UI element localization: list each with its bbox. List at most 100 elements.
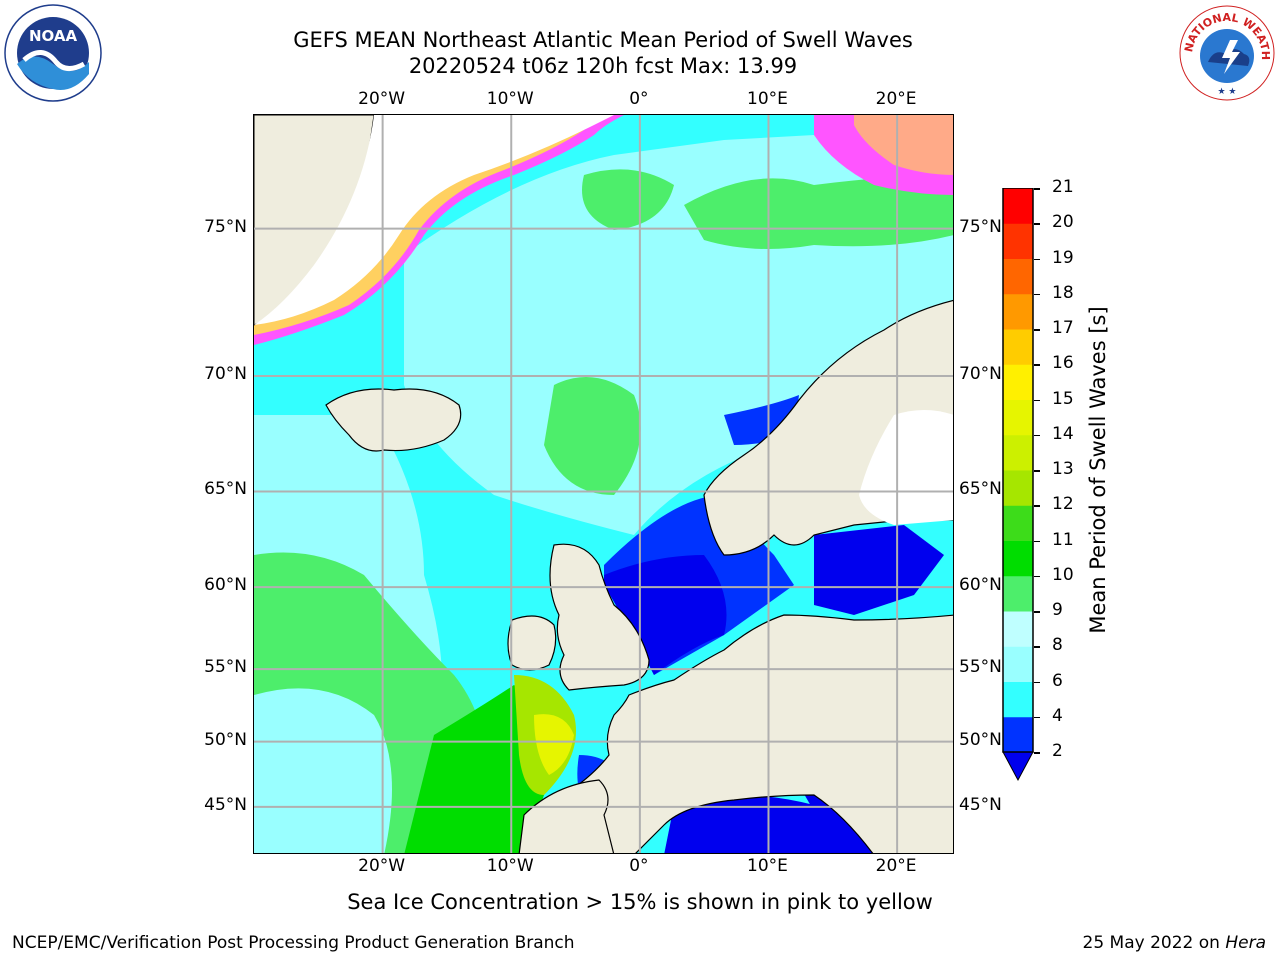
swell-field-yellow-biscay bbox=[534, 714, 574, 775]
colorbar-tick-mark bbox=[1034, 540, 1040, 542]
lat-label-left: 45°N bbox=[204, 794, 247, 815]
lat-label-left: 70°N bbox=[204, 363, 247, 384]
swell-field-green-north-sea-north bbox=[582, 169, 674, 230]
colorbar-tick-mark bbox=[1034, 752, 1040, 754]
sea-ice-note: Sea Ice Concentration > 15% is shown in … bbox=[347, 890, 933, 914]
colorbar-tick-mark bbox=[1034, 716, 1040, 719]
colorbar-tick-mark bbox=[1034, 329, 1040, 331]
colorbar-bin bbox=[1003, 364, 1033, 400]
lat-label-right: 65°N bbox=[959, 479, 1002, 500]
lat-label-left: 75°N bbox=[204, 216, 247, 237]
colorbar-tick-mark bbox=[1034, 399, 1040, 401]
lat-label-right: 60°N bbox=[959, 575, 1002, 596]
lon-label-bottom: 20°W bbox=[358, 856, 406, 876]
colorbar-bin bbox=[1003, 505, 1033, 541]
colorbar-tick-label: 6 bbox=[1052, 670, 1063, 691]
chart-subtitle-forecast: 20220524 t06z 120h fcst Max: 13.99 bbox=[408, 54, 798, 78]
colorbar-svg bbox=[1002, 187, 1034, 782]
colorbar-tick-label: 15 bbox=[1052, 388, 1074, 409]
colorbar-tick-mark bbox=[1034, 293, 1040, 296]
lat-label-right: 45°N bbox=[959, 794, 1002, 815]
swell-field-green-biscay bbox=[404, 685, 554, 853]
footer-date: 25 May 2022 on bbox=[1082, 933, 1226, 953]
colorbar-bin bbox=[1003, 434, 1033, 471]
lon-label-bottom: 20°E bbox=[875, 856, 917, 876]
greenland-nodata bbox=[254, 115, 614, 345]
lon-label-top: 20°E bbox=[875, 89, 917, 109]
colorbar-bin bbox=[1003, 611, 1033, 647]
colorbar-extend-triangle bbox=[1002, 751, 1034, 782]
colorbar-tick-label: 4 bbox=[1052, 705, 1063, 726]
colorbar bbox=[1002, 187, 1034, 784]
colorbar-bin bbox=[1003, 575, 1033, 612]
colorbar-tick-mark bbox=[1034, 646, 1040, 648]
great-britain bbox=[549, 543, 650, 691]
colorbar-tick-mark bbox=[1034, 258, 1040, 260]
footer-left: NCEP/EMC/Verification Post Processing Pr… bbox=[12, 933, 575, 953]
colorbar-tick-label: 16 bbox=[1052, 353, 1074, 374]
lat-label-right: 55°N bbox=[959, 657, 1002, 678]
ireland bbox=[507, 615, 557, 671]
chart-title: GEFS MEAN Northeast Atlantic Mean Period… bbox=[293, 28, 913, 52]
lon-label-top: 0° bbox=[629, 89, 649, 109]
lat-label-left: 55°N bbox=[204, 657, 247, 678]
noaa-logo: NOAA bbox=[4, 4, 102, 102]
footer-right: 25 May 2022 on Hera bbox=[1083, 933, 1267, 953]
continental-europe bbox=[523, 614, 953, 853]
colorbar-tick-label: 13 bbox=[1052, 459, 1074, 479]
colorbar-bin bbox=[1003, 540, 1033, 577]
colorbar-bin bbox=[1003, 258, 1033, 295]
colorbar-tick-label: 10 bbox=[1052, 564, 1074, 585]
colorbar-tick-mark bbox=[1034, 611, 1040, 613]
graticule bbox=[254, 115, 953, 853]
colorbar-tick-label: 11 bbox=[1052, 529, 1074, 550]
swell-field-blue-north-sea-core bbox=[604, 555, 727, 675]
sea-ice-barents-core bbox=[854, 115, 953, 175]
lat-label-left: 65°N bbox=[204, 479, 247, 500]
colorbar-tick-label: 19 bbox=[1052, 247, 1074, 268]
finland-nodata bbox=[859, 410, 953, 525]
colorbar-bin bbox=[1003, 716, 1033, 753]
colorbar-tick-mark bbox=[1034, 188, 1040, 190]
colorbar-tick-label: 21 bbox=[1052, 177, 1074, 197]
colorbar-bin bbox=[1003, 223, 1033, 259]
colorbar-tick-mark bbox=[1034, 505, 1040, 507]
colorbar-tick-mark bbox=[1034, 470, 1040, 472]
map-panel bbox=[253, 114, 954, 854]
colorbar-tick-label: 9 bbox=[1052, 600, 1063, 620]
colorbar-label: Mean Period of Swell Waves [s] bbox=[1086, 306, 1110, 634]
colorbar-tick-mark bbox=[1034, 575, 1040, 578]
iceland bbox=[325, 388, 462, 452]
lat-label-right: 50°N bbox=[959, 729, 1002, 750]
swell-field-blue-baltic bbox=[814, 525, 944, 615]
lat-label-left: 50°N bbox=[204, 729, 247, 750]
colorbar-tick-label: 14 bbox=[1052, 423, 1074, 444]
lon-label-top: 10°W bbox=[486, 89, 534, 109]
svg-text:★ ★: ★ ★ bbox=[1218, 87, 1237, 97]
iberia bbox=[518, 779, 615, 853]
colorbar-tick-label: 20 bbox=[1052, 212, 1074, 233]
lon-label-bottom: 10°W bbox=[486, 856, 534, 876]
colorbar-tick-label: 17 bbox=[1052, 318, 1074, 338]
footer-host: Hera bbox=[1225, 933, 1266, 953]
colorbar-tick-label: 18 bbox=[1052, 282, 1074, 303]
lat-label-right: 70°N bbox=[959, 363, 1002, 384]
colorbar-bin bbox=[1003, 681, 1033, 718]
colorbar-bin bbox=[1003, 329, 1033, 365]
colorbar-outline bbox=[1002, 187, 1034, 753]
lat-label-right: 75°N bbox=[959, 216, 1002, 237]
colorbar-bin bbox=[1003, 646, 1033, 682]
colorbar-tick-label: 12 bbox=[1052, 494, 1074, 515]
svg-text:NOAA: NOAA bbox=[29, 27, 78, 45]
lat-label-left: 60°N bbox=[204, 575, 247, 596]
swell-field-green-barents bbox=[684, 175, 953, 249]
lon-label-bottom: 10°E bbox=[747, 856, 788, 876]
colorbar-tick-mark bbox=[1034, 364, 1040, 366]
lon-label-bottom: 0° bbox=[629, 856, 649, 876]
map-svg bbox=[254, 115, 953, 853]
lon-label-top: 10°E bbox=[747, 89, 788, 109]
colorbar-tick-mark bbox=[1034, 434, 1040, 437]
colorbar-bin bbox=[1003, 399, 1033, 436]
colorbar-bin bbox=[1003, 188, 1033, 224]
colorbar-tick-label: 2 bbox=[1052, 741, 1063, 761]
